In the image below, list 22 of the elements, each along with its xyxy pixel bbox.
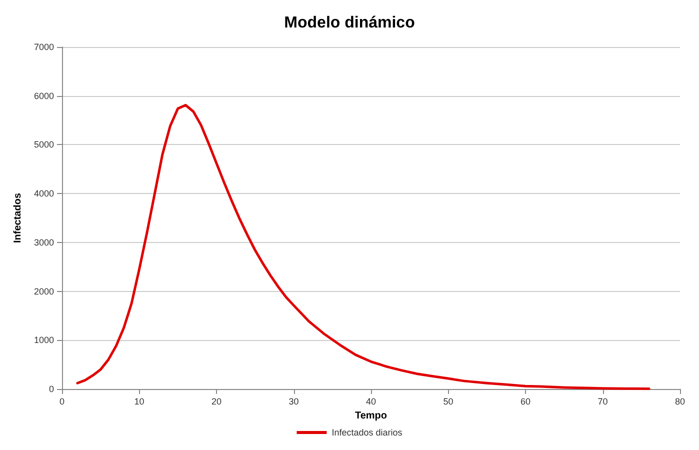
x-tick-label: 70	[598, 396, 608, 406]
x-tick-label: 20	[211, 396, 222, 406]
y-tick-label: 3000	[34, 237, 54, 248]
x-tick-label: 60	[520, 396, 531, 406]
x-tick-label: 50	[443, 396, 454, 406]
x-tick-label: 80	[674, 396, 686, 406]
y-tick-label: 1000	[34, 335, 54, 346]
y-tick-label: 2000	[34, 286, 54, 296]
y-tick-label: 6000	[34, 90, 54, 101]
y-tick-label: 0	[48, 384, 54, 394]
x-tick-label: 30	[288, 396, 299, 406]
y-tick-label: 4000	[34, 188, 54, 199]
chart-title: Modelo dinámico	[284, 14, 416, 32]
line-series	[76, 104, 650, 390]
x-tick-label: 10	[134, 396, 144, 406]
legend-label: Infectados diarios	[332, 428, 403, 438]
y-axis-title: Infectados	[12, 192, 24, 244]
x-tick-label: 40	[366, 396, 376, 406]
x-tick-label: 0	[59, 396, 65, 406]
y-tick-label: 5000	[34, 140, 54, 150]
x-axis-title: Tempo	[354, 410, 388, 422]
y-tick-label: 7000	[34, 42, 54, 52]
